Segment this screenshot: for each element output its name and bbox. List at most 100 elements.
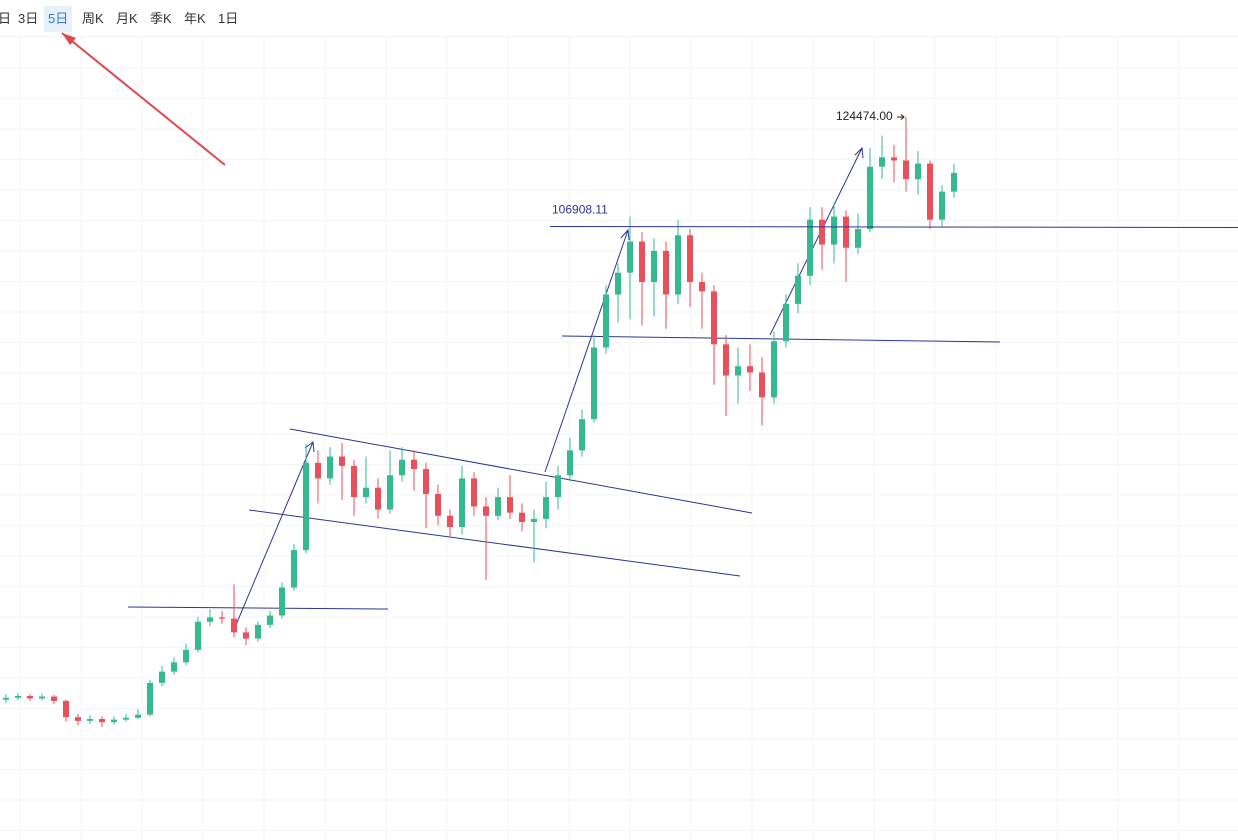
candle-body xyxy=(615,272,621,295)
candle-body xyxy=(87,719,93,721)
period-tab[interactable]: 5日 xyxy=(44,6,73,32)
trend-line xyxy=(127,606,389,610)
candle-body xyxy=(39,696,45,699)
trend-arrow xyxy=(232,441,315,633)
candle-body xyxy=(171,662,177,672)
period-tab[interactable]: 日 xyxy=(0,11,12,26)
candle-body xyxy=(459,478,465,528)
grid xyxy=(0,37,1238,840)
period-tab[interactable]: 周K xyxy=(82,11,104,26)
candle-body xyxy=(399,459,405,476)
candle-body xyxy=(771,341,777,398)
candle-body xyxy=(543,497,549,519)
candle-body xyxy=(291,550,297,588)
candle-body xyxy=(243,632,249,639)
period-tab[interactable]: 1日 xyxy=(218,11,239,26)
candle-body xyxy=(939,191,945,220)
candle-body xyxy=(111,719,117,723)
candle-body xyxy=(783,303,789,342)
candle-body xyxy=(723,344,729,376)
candle-body xyxy=(123,717,129,720)
candle-body xyxy=(735,366,741,376)
candle-body xyxy=(855,229,861,248)
candle-body xyxy=(879,157,885,167)
candle-body xyxy=(279,587,285,616)
candle-body xyxy=(375,487,381,510)
high-label: 124474.00 xyxy=(836,109,893,123)
candle-body xyxy=(423,469,429,494)
candle-body xyxy=(207,617,213,622)
candle-body xyxy=(759,372,765,398)
candle-body xyxy=(483,506,489,516)
period-tab[interactable]: 年K xyxy=(184,11,206,26)
candle-body xyxy=(915,163,921,180)
candle-body xyxy=(831,216,837,245)
candle-body xyxy=(339,456,345,466)
period-tab[interactable]: 月K xyxy=(116,11,138,26)
channel-line xyxy=(289,428,753,514)
period-tab[interactable]: 3日 xyxy=(18,11,39,26)
candle-body xyxy=(255,624,261,639)
period-tab[interactable]: 季K xyxy=(150,11,172,26)
candle-body xyxy=(183,649,189,663)
candle-body xyxy=(135,714,141,718)
toolbar: 日 3日 5日 周K 月K 季K 年K 1日 xyxy=(0,0,1238,37)
candle-body xyxy=(507,497,513,513)
candle-body xyxy=(903,160,909,180)
candle-body xyxy=(639,241,645,283)
candle-body xyxy=(447,515,453,528)
candle-body xyxy=(219,617,225,619)
trend-arrow xyxy=(544,228,630,473)
candle-body xyxy=(147,682,153,715)
candle-body xyxy=(231,618,237,633)
candle-body xyxy=(267,615,273,625)
candle-body xyxy=(519,512,525,523)
candle-body xyxy=(531,518,537,523)
candle-body xyxy=(315,462,321,479)
candle-body xyxy=(327,456,333,479)
channel-line xyxy=(248,509,741,577)
candle-body xyxy=(867,166,873,230)
candle-body xyxy=(435,493,441,516)
high-pointer xyxy=(897,114,905,120)
pointer-arrow-head xyxy=(62,33,76,45)
candle-body xyxy=(75,717,81,721)
drawings xyxy=(127,146,1001,633)
candle-body xyxy=(555,475,561,498)
candle-body xyxy=(387,475,393,510)
candle-body xyxy=(495,497,501,516)
candle-body xyxy=(603,294,609,348)
candle-body xyxy=(351,465,357,498)
candle-body xyxy=(567,450,573,476)
price-label: 106908.11 xyxy=(552,203,608,217)
candle-body xyxy=(579,419,585,451)
candle-body xyxy=(27,695,33,699)
pointer-arrow xyxy=(61,32,226,166)
candle-body xyxy=(843,216,849,248)
candle-body xyxy=(819,219,825,245)
candle-body xyxy=(675,235,681,295)
candle-body xyxy=(927,163,933,220)
trend-line xyxy=(561,335,1001,343)
candle-body xyxy=(891,157,897,161)
candle-body xyxy=(3,697,9,700)
candle-body xyxy=(471,478,477,507)
candle-body xyxy=(687,235,693,283)
candle-body xyxy=(627,241,633,273)
price-level-line xyxy=(549,226,1238,228)
candle-body xyxy=(51,696,57,701)
candle-body xyxy=(795,275,801,304)
candle-body xyxy=(711,291,717,345)
candle-body xyxy=(99,719,105,723)
candle-body xyxy=(747,366,753,373)
candle-body xyxy=(15,695,21,698)
candle-body xyxy=(159,671,165,683)
candle-body xyxy=(363,487,369,498)
candle-body xyxy=(195,621,201,650)
candle-body xyxy=(303,462,309,551)
candle-body xyxy=(63,700,69,718)
candle-body xyxy=(591,347,597,420)
candle-body xyxy=(411,459,417,470)
